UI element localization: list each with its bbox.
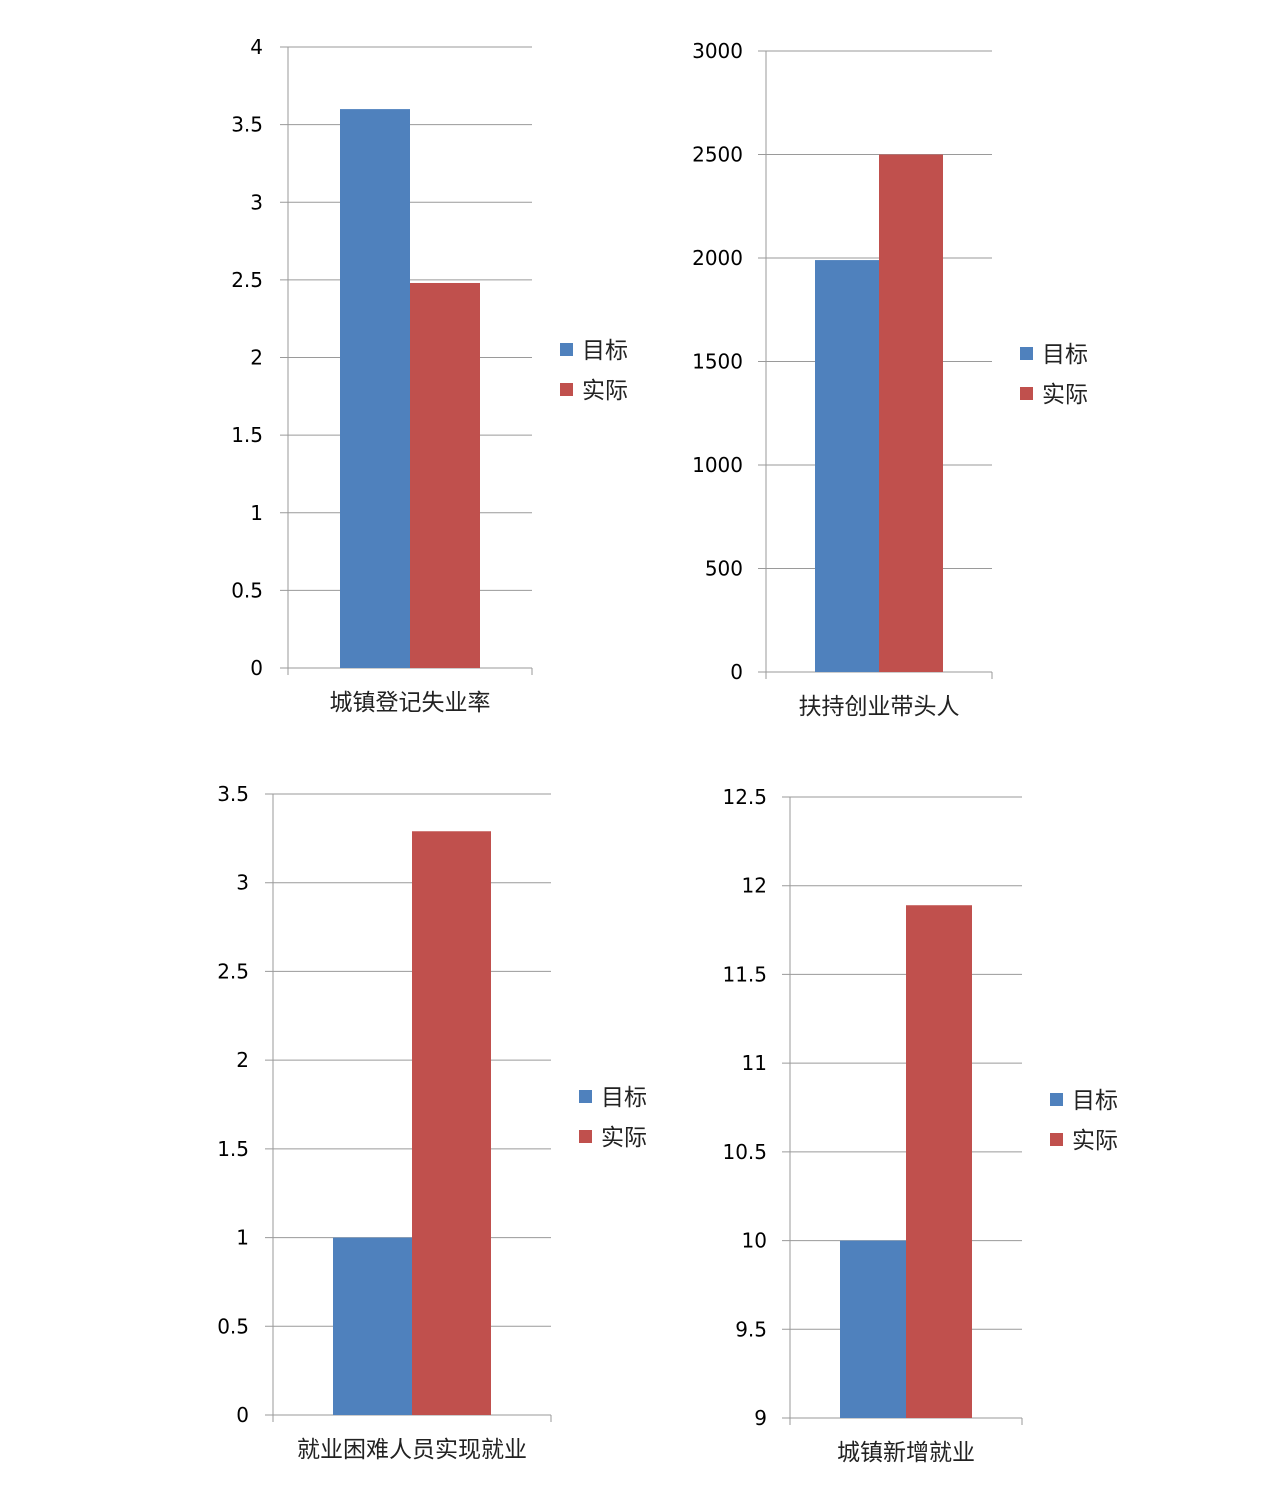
y-tick-label: 3000 [692, 39, 743, 63]
y-tick-label: 0 [730, 660, 743, 684]
y-tick-label: 500 [705, 557, 743, 581]
category-label: 就业困难人员实现就业 [297, 1437, 527, 1463]
legend-swatch [1050, 1133, 1063, 1146]
legend-label: 目标 [582, 338, 628, 364]
y-tick-label: 12 [742, 874, 767, 898]
y-tick-label: 2 [236, 1048, 249, 1072]
bar-target [815, 260, 879, 672]
legend-swatch [579, 1090, 592, 1103]
legend-label: 目标 [601, 1085, 647, 1111]
legend-label: 实际 [582, 378, 628, 404]
legend-swatch [1020, 347, 1033, 360]
y-tick-label: 1500 [692, 350, 743, 374]
bar-actual [879, 154, 943, 672]
y-tick-label: 1 [250, 501, 263, 525]
y-tick-label: 0 [236, 1403, 249, 1427]
legend-label: 实际 [601, 1125, 647, 1151]
legend-swatch [579, 1130, 592, 1143]
bar-actual [410, 282, 480, 668]
bar-actual [412, 831, 491, 1415]
legend-label: 实际 [1042, 382, 1088, 408]
legend-label: 目标 [1072, 1088, 1118, 1114]
y-tick-label: 1.5 [217, 1137, 249, 1161]
y-tick-label: 12.5 [722, 785, 767, 809]
y-tick-label: 0.5 [217, 1314, 249, 1338]
y-tick-label: 1 [236, 1226, 249, 1250]
bar-target [340, 109, 410, 669]
y-tick-label: 2000 [692, 246, 743, 270]
y-tick-label: 1000 [692, 453, 743, 477]
category-label: 城镇新增就业 [837, 1440, 975, 1466]
y-tick-label: 2.5 [217, 959, 249, 983]
legend-swatch [560, 343, 573, 356]
y-tick-label: 9.5 [735, 1317, 767, 1341]
y-tick-label: 4 [250, 35, 263, 59]
bar-actual [906, 905, 972, 1418]
y-tick-label: 11.5 [722, 962, 767, 986]
y-tick-label: 2.5 [231, 268, 263, 292]
y-tick-label: 11 [742, 1051, 767, 1075]
y-tick-label: 2 [250, 346, 263, 370]
legend-label: 实际 [1072, 1128, 1118, 1154]
y-tick-label: 2500 [692, 143, 743, 167]
y-tick-label: 3 [236, 871, 249, 895]
y-tick-label: 0 [250, 656, 263, 680]
y-tick-label: 3.5 [231, 113, 263, 137]
y-tick-label: 0.5 [231, 578, 263, 602]
legend-swatch [1020, 387, 1033, 400]
legend-swatch [1050, 1093, 1063, 1106]
y-tick-label: 9 [754, 1406, 767, 1430]
y-tick-label: 10.5 [722, 1140, 767, 1164]
legend-label: 目标 [1042, 342, 1088, 368]
y-tick-label: 3.5 [217, 782, 249, 806]
y-tick-label: 3 [250, 190, 263, 214]
legend-swatch [560, 383, 573, 396]
category-label: 城镇登记失业率 [330, 690, 491, 716]
bar-target [840, 1240, 906, 1418]
y-tick-label: 1.5 [231, 423, 263, 447]
category-label: 扶持创业带头人 [799, 694, 960, 720]
bar-target [333, 1237, 412, 1415]
y-tick-label: 10 [742, 1229, 767, 1253]
